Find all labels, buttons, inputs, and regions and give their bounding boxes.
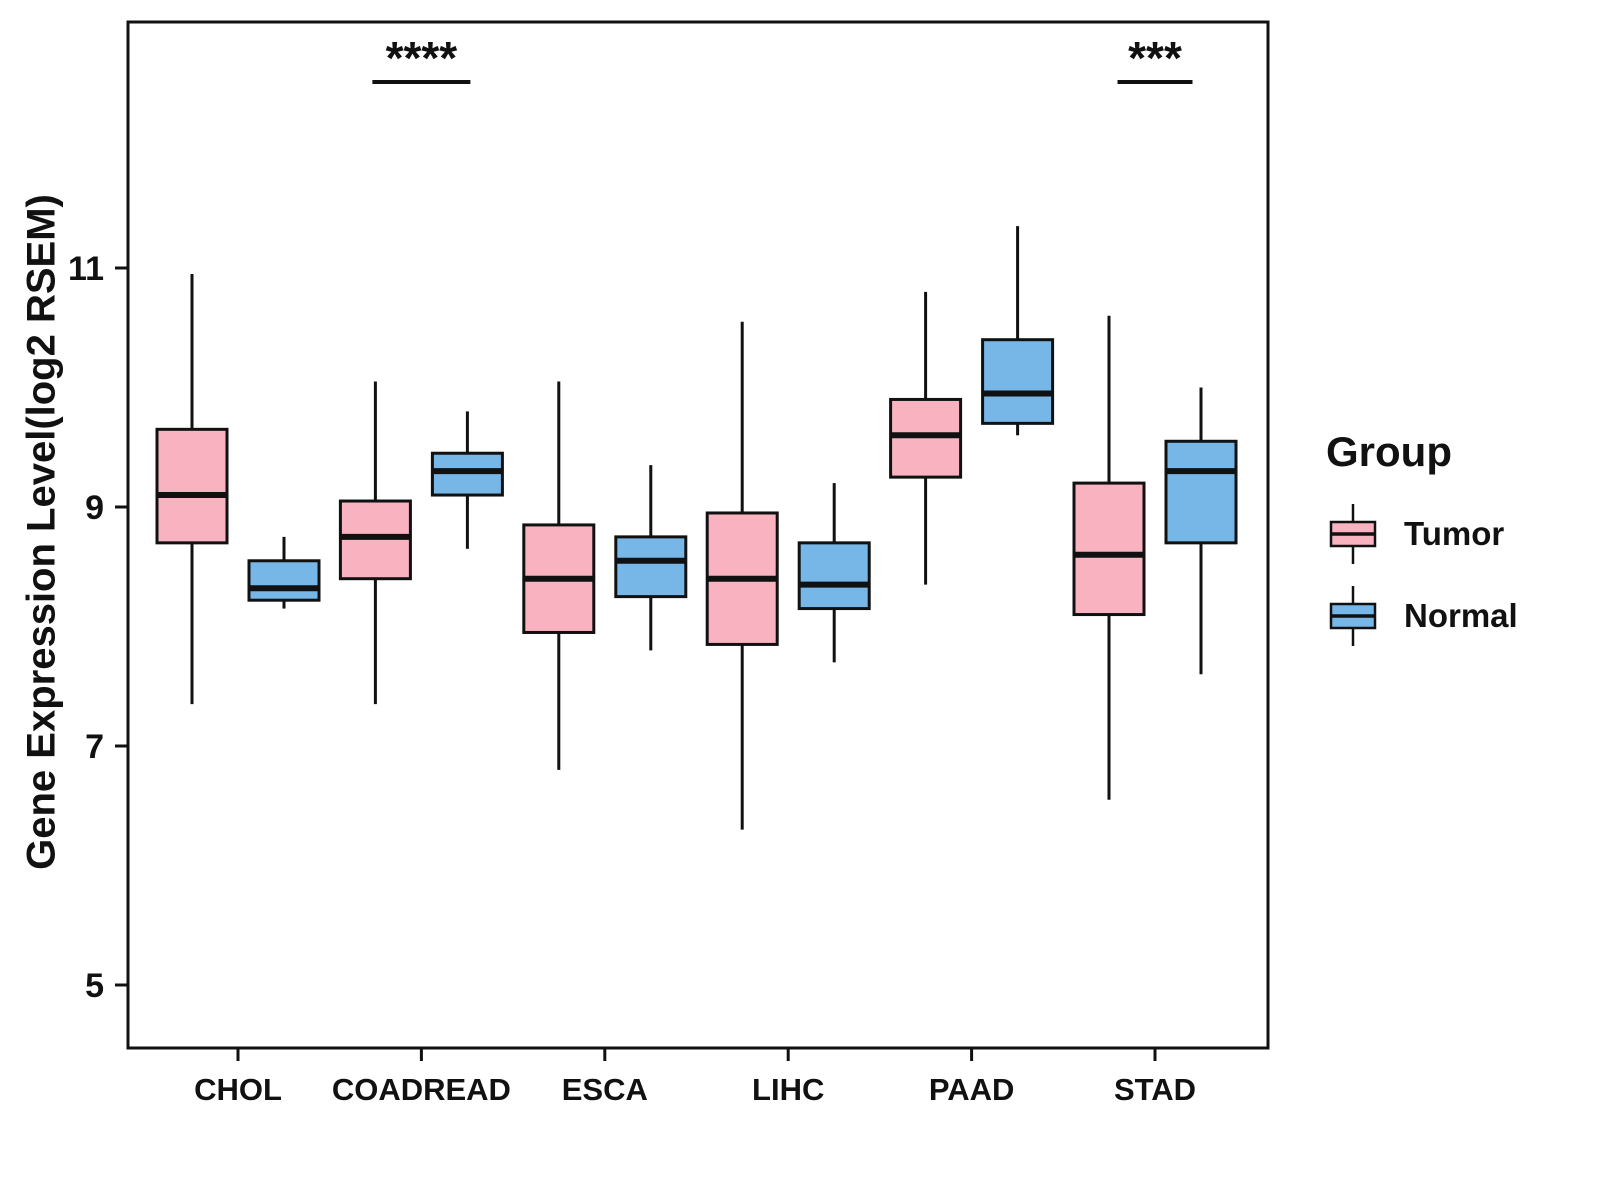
legend: Group Tumor Normal — [1322, 428, 1518, 664]
x-tick-label: STAD — [1114, 1072, 1196, 1107]
y-tick-label: 7 — [85, 728, 104, 766]
x-tick-label: COADREAD — [332, 1072, 511, 1107]
x-tick-label: ESCA — [562, 1072, 648, 1107]
y-tick-label: 9 — [85, 489, 104, 527]
box-normal-lihc — [797, 541, 871, 611]
x-tick-label: CHOL — [194, 1072, 282, 1107]
box-normal-stad — [1164, 439, 1238, 545]
significance-stars-coadread: **** — [386, 32, 458, 84]
y-tick-label: 11 — [68, 250, 104, 288]
legend-item-normal: Normal — [1322, 582, 1518, 650]
x-tick-label: PAAD — [929, 1072, 1015, 1107]
box-tumor-stad — [1072, 481, 1146, 617]
legend-label-normal: Normal — [1404, 597, 1518, 634]
box-normal-chol — [247, 559, 321, 602]
tumor-boxplot-key-icon — [1329, 504, 1377, 564]
legend-label-tumor: Tumor — [1404, 515, 1505, 552]
box-normal-paad — [981, 338, 1055, 425]
significance-stars-stad: *** — [1128, 32, 1182, 84]
y-tick-label: 5 — [85, 967, 104, 1005]
legend-title: Group — [1326, 428, 1452, 475]
legend-item-tumor: Tumor — [1322, 500, 1518, 568]
normal-boxplot-key-icon — [1329, 586, 1377, 646]
panel-border — [126, 20, 1270, 1050]
box-normal-esca — [614, 535, 688, 599]
box-tumor-chol — [155, 427, 229, 545]
x-tick-label: LIHC — [752, 1072, 824, 1107]
y-axis-title: Gene Expression Level(log2 RSEM) — [19, 194, 64, 870]
